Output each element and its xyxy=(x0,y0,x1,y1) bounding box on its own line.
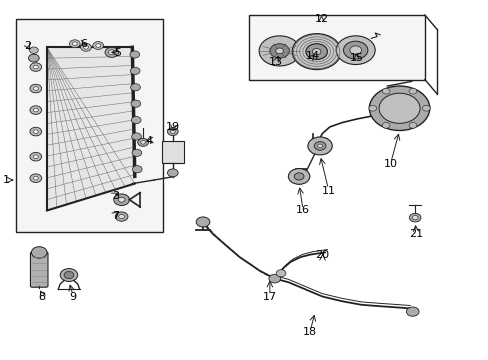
Circle shape xyxy=(83,45,88,49)
Circle shape xyxy=(292,34,340,69)
Circle shape xyxy=(60,269,78,282)
Circle shape xyxy=(317,144,322,148)
Text: 5: 5 xyxy=(114,48,121,58)
Circle shape xyxy=(81,43,91,51)
Circle shape xyxy=(64,271,74,279)
Circle shape xyxy=(131,117,141,123)
Text: 15: 15 xyxy=(349,53,363,63)
Circle shape xyxy=(33,87,38,90)
Circle shape xyxy=(382,88,389,94)
Text: 21: 21 xyxy=(408,229,422,239)
Circle shape xyxy=(276,270,285,277)
Text: 10: 10 xyxy=(383,159,397,169)
Circle shape xyxy=(312,49,320,55)
Text: 4: 4 xyxy=(145,136,153,145)
Text: 11: 11 xyxy=(321,186,335,196)
Circle shape xyxy=(335,36,374,64)
Circle shape xyxy=(108,50,115,55)
Circle shape xyxy=(132,149,142,157)
Circle shape xyxy=(382,122,389,128)
Circle shape xyxy=(411,216,417,220)
Text: 16: 16 xyxy=(295,206,309,216)
Circle shape xyxy=(96,44,101,47)
Circle shape xyxy=(130,67,140,75)
Circle shape xyxy=(33,130,38,134)
Text: 2: 2 xyxy=(24,41,31,50)
Circle shape xyxy=(138,138,148,146)
Circle shape xyxy=(307,137,331,155)
Circle shape xyxy=(196,217,209,227)
Circle shape xyxy=(132,166,142,173)
Circle shape xyxy=(294,173,304,180)
Text: 20: 20 xyxy=(315,250,329,260)
Text: 1: 1 xyxy=(3,175,10,185)
Text: 8: 8 xyxy=(39,292,45,302)
Text: 9: 9 xyxy=(69,292,76,302)
Circle shape xyxy=(167,128,178,135)
Circle shape xyxy=(72,42,77,45)
Circle shape xyxy=(130,84,140,91)
Circle shape xyxy=(31,247,47,258)
Circle shape xyxy=(33,108,38,112)
Circle shape xyxy=(408,213,420,222)
Circle shape xyxy=(33,176,38,180)
Circle shape xyxy=(93,41,103,49)
Circle shape xyxy=(33,65,38,69)
Text: 18: 18 xyxy=(303,327,317,337)
Circle shape xyxy=(368,105,376,111)
Text: 13: 13 xyxy=(269,57,283,67)
Circle shape xyxy=(29,47,38,53)
Circle shape xyxy=(167,169,178,177)
Circle shape xyxy=(131,100,141,107)
Text: 19: 19 xyxy=(166,122,180,132)
Circle shape xyxy=(119,215,124,219)
FancyBboxPatch shape xyxy=(30,252,48,287)
Circle shape xyxy=(406,307,418,316)
Circle shape xyxy=(378,93,419,123)
Text: 7: 7 xyxy=(111,211,119,221)
Circle shape xyxy=(69,40,80,48)
Circle shape xyxy=(349,46,361,54)
Circle shape xyxy=(30,174,41,183)
Circle shape xyxy=(118,197,125,202)
Circle shape xyxy=(30,63,41,71)
Circle shape xyxy=(368,86,429,131)
Text: 12: 12 xyxy=(314,14,328,24)
Circle shape xyxy=(33,155,38,158)
Circle shape xyxy=(131,133,141,140)
Circle shape xyxy=(170,130,175,134)
PathPatch shape xyxy=(47,47,135,211)
Circle shape xyxy=(28,54,39,62)
Circle shape xyxy=(130,51,140,58)
Polygon shape xyxy=(249,15,424,80)
Circle shape xyxy=(259,36,300,66)
Text: 3: 3 xyxy=(112,191,119,201)
Circle shape xyxy=(269,44,289,58)
Circle shape xyxy=(343,41,367,59)
Circle shape xyxy=(314,141,325,150)
Circle shape xyxy=(30,127,41,136)
Bar xyxy=(16,19,162,232)
Circle shape xyxy=(30,84,41,93)
Circle shape xyxy=(141,140,145,144)
Circle shape xyxy=(114,194,129,206)
Circle shape xyxy=(30,106,41,114)
Text: 17: 17 xyxy=(262,292,276,302)
Bar xyxy=(161,141,183,163)
Circle shape xyxy=(30,152,41,161)
Circle shape xyxy=(408,88,416,94)
Circle shape xyxy=(115,212,128,221)
Circle shape xyxy=(408,122,416,128)
Circle shape xyxy=(422,105,429,111)
Text: 6: 6 xyxy=(80,39,87,49)
Circle shape xyxy=(288,168,309,184)
Circle shape xyxy=(305,44,327,59)
Circle shape xyxy=(105,47,119,57)
Text: 14: 14 xyxy=(305,51,319,61)
Circle shape xyxy=(275,48,283,54)
Circle shape xyxy=(268,274,280,283)
